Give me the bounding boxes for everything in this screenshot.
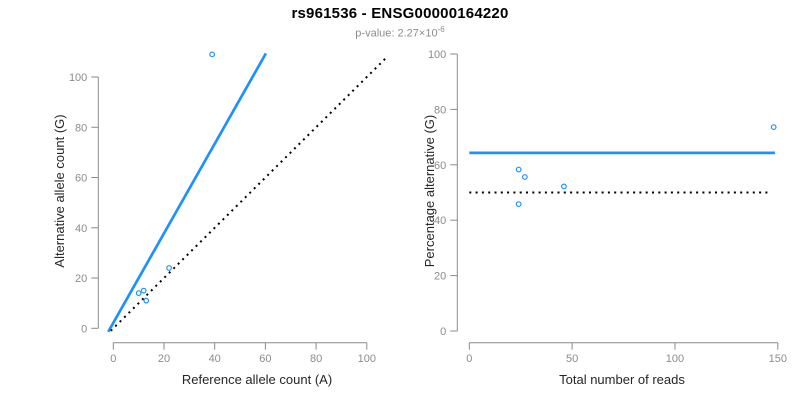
data-point — [515, 166, 522, 173]
identity-line — [110, 56, 388, 332]
x-tick-label: 40 — [209, 353, 221, 365]
left-scatter-panel: 0 20 40 60 80 100 0 20 40 60 80 100 Reference allele… — [52, 51, 388, 387]
right-scatter-panel: 0 20 40 60 80 100 0 50 100 150 Total number of rea… — [422, 49, 787, 387]
x-tick-label: 0 — [110, 353, 116, 365]
y-tick-label: 40 — [434, 215, 446, 227]
y-tick-label: 80 — [75, 122, 87, 134]
y-tick-label: 20 — [434, 271, 446, 283]
y-tick-label: 40 — [75, 223, 87, 235]
figure-subtitle: p-value: 2.27×10-6 — [0, 25, 800, 40]
y-tick-label: 20 — [75, 273, 87, 285]
pvalue-exponent: -6 — [437, 25, 445, 34]
data-point — [166, 265, 172, 271]
data-point — [143, 297, 150, 304]
data-point — [770, 124, 777, 131]
right-y-axis-label: Percentage alternative (G) — [422, 115, 437, 267]
x-tick-label: 80 — [310, 353, 322, 365]
data-point — [209, 51, 216, 58]
pvalue-text: p-value: 2.27×10 — [355, 27, 438, 40]
y-tick-label: 100 — [428, 49, 446, 61]
data-point — [521, 174, 528, 180]
x-tick-label: 20 — [158, 353, 170, 365]
left-y-axis-label: Alternative allele count (G) — [52, 114, 67, 267]
y-tick-label: 100 — [69, 72, 87, 84]
x-tick-label: 150 — [769, 353, 787, 365]
right-x-axis-label: Total number of reads — [559, 372, 685, 387]
y-tick-label: 0 — [440, 326, 446, 338]
data-point — [140, 287, 147, 294]
fitted-ratio-line — [107, 52, 268, 333]
data-point — [135, 290, 142, 297]
x-tick-label: 60 — [259, 353, 271, 365]
y-tick-label: 80 — [434, 104, 446, 116]
x-tick-label: 100 — [666, 353, 684, 365]
left-x-axis-label: Reference allele count (A) — [182, 372, 332, 387]
x-tick-label: 0 — [466, 353, 472, 365]
y-tick-label: 60 — [434, 160, 446, 172]
x-tick-label: 100 — [358, 353, 376, 365]
data-point — [515, 201, 522, 208]
x-tick-label: 50 — [566, 353, 578, 365]
data-point — [561, 183, 567, 190]
y-tick-label: 60 — [75, 173, 87, 185]
y-tick-label: 0 — [81, 323, 87, 335]
figure-title: rs961536 - ENSG00000164220 — [291, 5, 509, 22]
